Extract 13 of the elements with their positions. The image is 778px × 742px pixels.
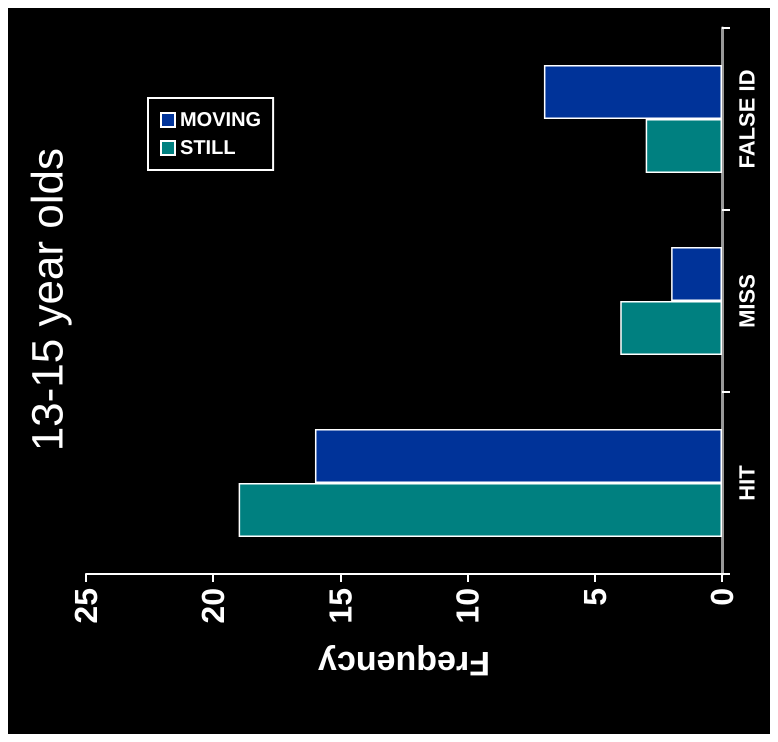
- x-tick-label: 15: [322, 588, 358, 624]
- text: 13-15 year olds: [24, 148, 72, 452]
- x-tick-label: 10: [450, 588, 486, 624]
- y-tick-label: FALSE ID: [734, 69, 760, 169]
- x-tick-label: 20: [195, 588, 232, 624]
- legend-label: MOVING: [180, 109, 262, 131]
- y-tick-label: MISS: [734, 274, 760, 328]
- legend-label: STILL: [180, 137, 236, 159]
- x-tick-label: 5: [576, 588, 613, 606]
- x-tick-label: 0: [704, 588, 740, 606]
- x-axis-title: Frequency: [318, 644, 490, 682]
- x-tick-label: 25: [68, 588, 104, 624]
- y-tick-label: HIT: [734, 464, 760, 501]
